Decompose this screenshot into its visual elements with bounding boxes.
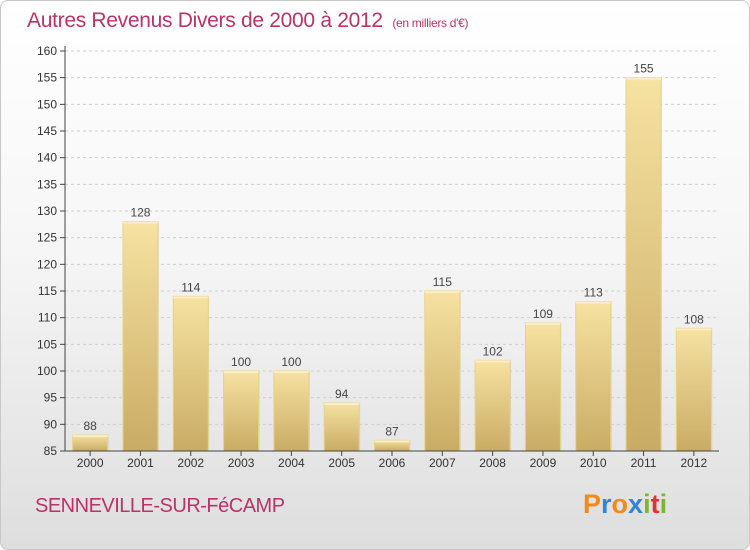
bar bbox=[223, 370, 260, 452]
y-tick-label: 155 bbox=[37, 71, 57, 85]
y-tick-label: 150 bbox=[37, 97, 57, 111]
y-tick-label: 100 bbox=[37, 364, 57, 378]
bar bbox=[122, 221, 159, 452]
y-tick-label: 115 bbox=[38, 284, 57, 298]
chart-unit: (en milliers d'€) bbox=[392, 16, 469, 30]
logo-letter: i bbox=[659, 489, 668, 519]
y-tick-label: 145 bbox=[37, 124, 57, 138]
bar bbox=[625, 77, 662, 452]
bar-value-label: 109 bbox=[533, 307, 553, 321]
y-tick-label: 85 bbox=[44, 444, 58, 458]
bar-value-label: 155 bbox=[634, 62, 654, 76]
y-tick-label: 140 bbox=[37, 151, 57, 165]
bar-value-label: 88 bbox=[83, 419, 97, 433]
bar-value-label: 87 bbox=[385, 424, 399, 438]
x-tick-label: 2006 bbox=[379, 456, 406, 470]
x-tick-label: 2011 bbox=[631, 456, 657, 470]
x-tick-label: 2007 bbox=[429, 456, 456, 470]
y-tick-label: 105 bbox=[37, 337, 57, 351]
y-tick-label: 120 bbox=[37, 257, 57, 271]
bars bbox=[72, 77, 713, 452]
x-tick-label: 2000 bbox=[77, 456, 104, 470]
x-tick-label: 2005 bbox=[328, 456, 355, 470]
y-tick-label: 160 bbox=[37, 44, 57, 58]
x-tick-label: 2002 bbox=[177, 456, 204, 470]
bar-value-label: 102 bbox=[483, 344, 503, 358]
y-tick-label: 90 bbox=[44, 417, 58, 431]
y-tick-label: 135 bbox=[37, 177, 57, 191]
x-tick-label: 2003 bbox=[228, 456, 255, 470]
bar bbox=[72, 434, 109, 452]
logo-letter: P bbox=[583, 489, 602, 519]
x-tick-label: 2001 bbox=[127, 456, 154, 470]
logo-letter: t bbox=[650, 489, 660, 519]
bar-value-label: 113 bbox=[584, 286, 603, 300]
proxiti-logo: Proxiti bbox=[583, 489, 667, 520]
commune-name: SENNEVILLE-SUR-FéCAMP bbox=[35, 495, 285, 517]
grid-lines bbox=[65, 50, 719, 425]
bar bbox=[474, 359, 511, 452]
bar-value-label: 128 bbox=[130, 206, 150, 220]
bar bbox=[323, 402, 360, 452]
x-tick-label: 2012 bbox=[680, 456, 707, 470]
logo-letter: i bbox=[643, 489, 651, 519]
bar-value-label: 115 bbox=[433, 275, 452, 289]
bar-value-label: 114 bbox=[181, 280, 200, 294]
axes: 85 90 95 100 105 110 115 120 125 130 135 140 145 150 1… bbox=[37, 44, 719, 470]
y-tick-label: 110 bbox=[38, 311, 57, 325]
bar-value-label: 94 bbox=[335, 387, 349, 401]
labels: 88 128 114 100 100 94 87 115 102 109 113 155 108 bbox=[83, 62, 704, 439]
y-tick-label: 125 bbox=[37, 231, 57, 245]
bar bbox=[675, 327, 712, 452]
logo-letter: r bbox=[601, 489, 612, 519]
logo-letter: x bbox=[628, 489, 644, 519]
bar-value-label: 100 bbox=[231, 355, 251, 369]
bar bbox=[172, 295, 209, 452]
bar-value-label: 100 bbox=[281, 355, 301, 369]
x-tick-label: 2010 bbox=[580, 456, 607, 470]
bar-value-label: 108 bbox=[684, 312, 704, 326]
x-tick-label: 2004 bbox=[278, 456, 305, 470]
bar bbox=[273, 370, 310, 452]
bar bbox=[424, 290, 461, 452]
bar bbox=[575, 301, 612, 452]
logo-letter: o bbox=[611, 489, 629, 519]
chart-title-text: Autres Revenus Divers de 2000 à 2012 bbox=[27, 9, 383, 32]
bar bbox=[524, 322, 561, 452]
chart-title: Autres Revenus Divers de 2000 à 2012 (en… bbox=[27, 9, 469, 33]
x-tick-label: 2009 bbox=[530, 456, 557, 470]
x-tick-label: 2008 bbox=[479, 456, 506, 470]
y-tick-label: 95 bbox=[44, 391, 58, 405]
y-tick-label: 130 bbox=[37, 204, 57, 218]
